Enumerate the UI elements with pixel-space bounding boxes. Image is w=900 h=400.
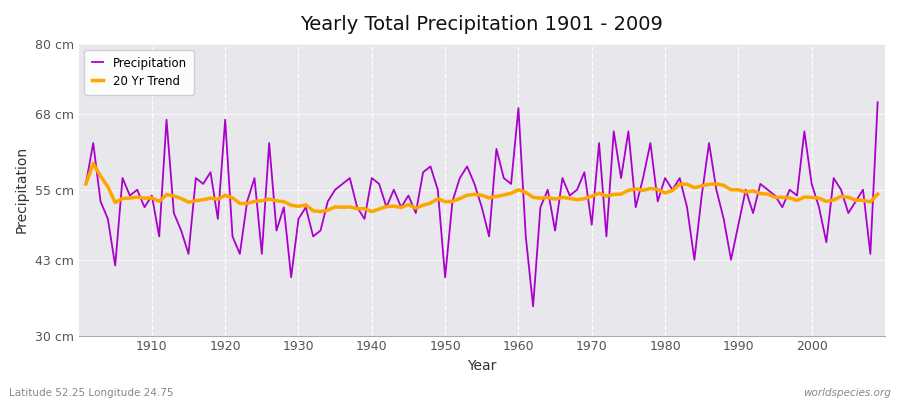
X-axis label: Year: Year	[467, 359, 497, 373]
20 Yr Trend	[872, 192, 883, 196]
20 Yr Trend	[315, 209, 326, 214]
Text: Latitude 52.25 Longitude 24.75: Latitude 52.25 Longitude 24.75	[9, 388, 174, 398]
20 Yr Trend	[359, 206, 370, 211]
Legend: Precipitation, 20 Yr Trend: Precipitation, 20 Yr Trend	[85, 50, 194, 95]
Precipitation	[140, 205, 150, 210]
Precipitation	[506, 182, 517, 186]
Precipitation	[301, 205, 311, 210]
20 Yr Trend	[88, 161, 99, 166]
Precipitation	[80, 182, 91, 186]
Line: Precipitation: Precipitation	[86, 102, 878, 306]
Line: 20 Yr Trend: 20 Yr Trend	[86, 164, 878, 212]
Precipitation	[872, 100, 883, 105]
20 Yr Trend	[616, 192, 626, 196]
Precipitation	[513, 106, 524, 110]
20 Yr Trend	[520, 190, 531, 195]
Title: Yearly Total Precipitation 1901 - 2009: Yearly Total Precipitation 1901 - 2009	[301, 15, 663, 34]
20 Yr Trend	[527, 195, 538, 200]
20 Yr Trend	[147, 196, 158, 200]
Precipitation	[527, 304, 538, 309]
Text: worldspecies.org: worldspecies.org	[803, 388, 891, 398]
Y-axis label: Precipitation: Precipitation	[15, 146, 29, 233]
20 Yr Trend	[80, 182, 91, 186]
Precipitation	[345, 176, 356, 180]
Precipitation	[608, 129, 619, 134]
20 Yr Trend	[308, 208, 319, 213]
